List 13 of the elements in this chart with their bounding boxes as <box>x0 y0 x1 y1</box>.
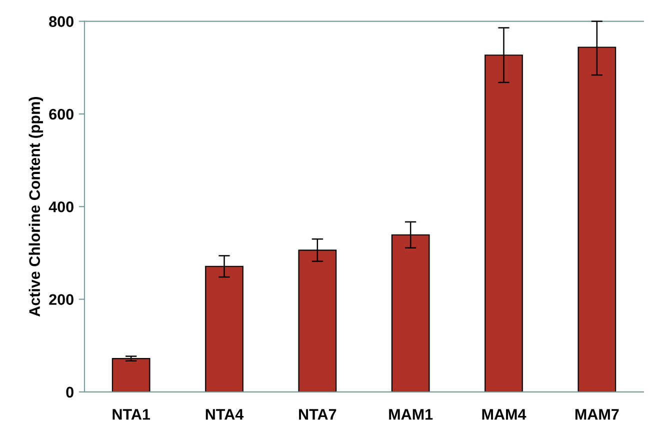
y-tick-label: 600 <box>49 108 74 120</box>
y-tick-label: 400 <box>48 201 74 212</box>
x-tick-label: MAM1 <box>389 409 433 420</box>
x-tick-label: NTA1 <box>112 409 150 420</box>
x-tick-label: NTA4 <box>206 409 244 420</box>
x-tick-label: MAM7 <box>575 409 619 420</box>
x-tick-label: NTA7 <box>299 409 336 420</box>
y-tick-label: 200 <box>49 294 74 305</box>
bar <box>112 358 150 392</box>
y-tick-label: 0 <box>66 386 74 398</box>
y-tick-label: 800 <box>49 16 74 27</box>
y-axis-title: Active Chlorine Content (ppm) <box>28 97 44 317</box>
x-tick-label: MAM4 <box>482 409 526 420</box>
